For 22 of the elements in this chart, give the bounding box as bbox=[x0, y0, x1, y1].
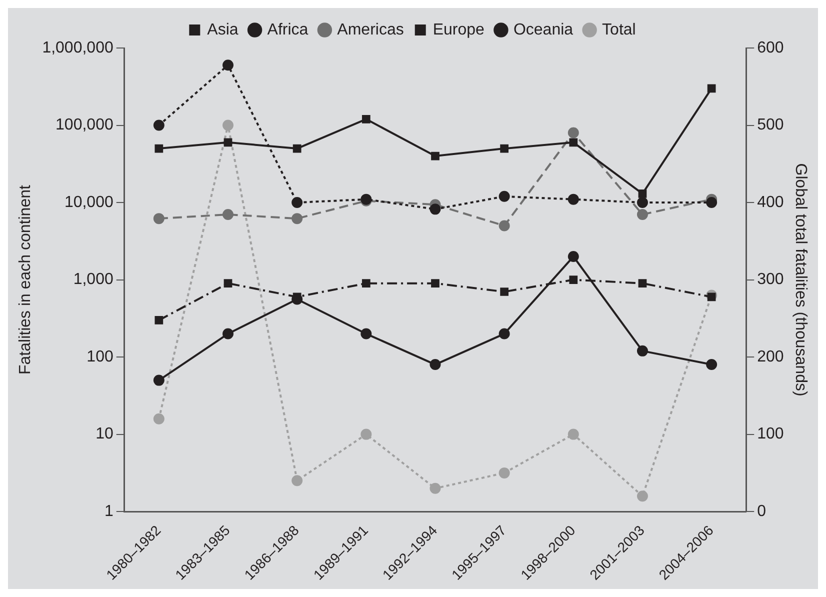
y-tick-label: 10,000 bbox=[64, 194, 114, 211]
y2-tick-label: 400 bbox=[757, 194, 784, 211]
y2-tick-label: 300 bbox=[757, 271, 784, 288]
y-tick-label: 1,000 bbox=[73, 271, 114, 288]
y2-tick-label: 200 bbox=[757, 348, 784, 366]
legend-label: Africa bbox=[267, 21, 308, 38]
legend-label: Asia bbox=[207, 21, 238, 38]
y-tick-label: 100,000 bbox=[56, 116, 114, 134]
legend-label: Oceania bbox=[513, 21, 574, 38]
y2-tick-label: 500 bbox=[757, 116, 784, 134]
legend-label: Americas bbox=[337, 21, 404, 38]
y2-tick-label: 100 bbox=[757, 426, 784, 443]
y2-tick-label: 0 bbox=[757, 502, 766, 520]
y-axis-title: Fatalities in each continent bbox=[17, 184, 34, 375]
y-tick-label: 10 bbox=[96, 426, 114, 443]
y-tick-label: 1 bbox=[104, 502, 114, 520]
y-tick-label: 1,000,000 bbox=[42, 39, 114, 56]
legend-label: Europe bbox=[432, 21, 485, 38]
y-tick-label: 100 bbox=[86, 348, 114, 366]
y2-tick-label: 600 bbox=[757, 39, 784, 56]
legend-label: Total bbox=[602, 21, 636, 38]
y2-axis-title: Global total fatalities (thousands) bbox=[792, 163, 809, 396]
